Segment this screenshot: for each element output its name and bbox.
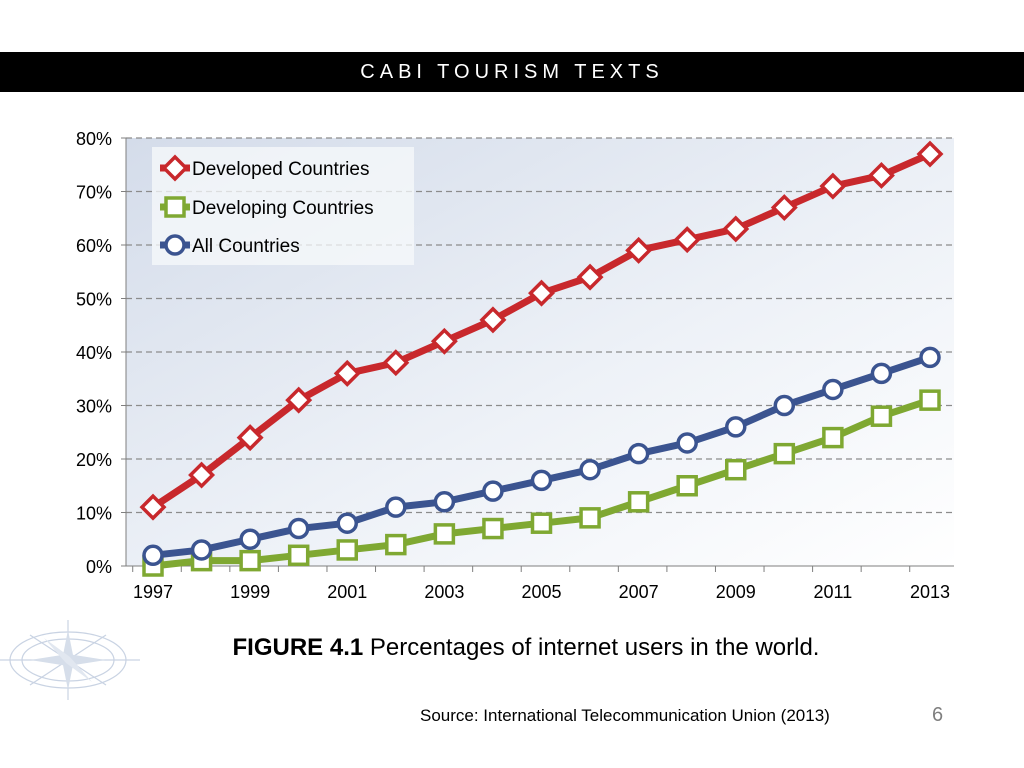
data-point [676, 475, 698, 497]
y-tick-label: 40% [76, 343, 112, 363]
data-point [285, 386, 313, 414]
header-bar: CABI TOURISM TEXTS [0, 52, 1024, 92]
legend-label: Developed Countries [192, 159, 369, 180]
data-point [770, 194, 798, 222]
legend-label: Developing Countries [192, 198, 374, 219]
data-point [236, 424, 264, 452]
data-point [142, 544, 164, 567]
figure-caption: FIGURE 4.1 Percentages of internet users… [0, 634, 1024, 662]
line-chart: 0% 10% 20% 30% 40% 50% 60% 70% 80% 1997 1999 2001 20… [76, 129, 954, 602]
data-point [822, 378, 844, 401]
y-tick-label: 20% [76, 450, 112, 470]
data-point [722, 215, 750, 243]
data-point [239, 549, 261, 572]
data-point [919, 346, 941, 369]
data-point [673, 226, 701, 254]
data-point [188, 461, 216, 489]
x-tick-label: 2001 [327, 582, 367, 602]
data-point [287, 517, 310, 540]
data-point [916, 140, 944, 168]
data-point [336, 539, 358, 561]
data-point [919, 389, 941, 411]
data-point [870, 405, 893, 427]
data-point [336, 512, 358, 534]
data-point [528, 279, 555, 307]
x-tick-label: 1999 [230, 582, 270, 602]
series-developed-countries [139, 140, 944, 521]
source-note: Source: International Telecommunication … [420, 706, 830, 725]
legend: Developed Countries Developing Countries A… [152, 147, 414, 265]
data-point [479, 306, 507, 334]
x-tick-label: 2005 [521, 582, 561, 602]
data-point [579, 507, 601, 529]
data-point [676, 432, 698, 454]
x-tick-label: 2013 [910, 582, 950, 602]
data-point [822, 426, 844, 449]
legend-marker [161, 154, 189, 182]
legend-box [152, 147, 414, 265]
data-point [382, 349, 410, 377]
data-point [819, 172, 847, 200]
data-point [433, 491, 456, 513]
legend-label: All Countries [192, 236, 300, 257]
data-point [530, 469, 553, 492]
y-tick-label: 80% [76, 129, 112, 149]
data-point [433, 523, 456, 545]
data-point [773, 442, 796, 465]
data-point [482, 517, 504, 540]
data-point [870, 362, 893, 385]
y-tick-label: 70% [76, 183, 112, 203]
data-point [627, 442, 650, 465]
data-point [385, 533, 407, 556]
compass-rose-icon [0, 620, 140, 700]
y-tick-label: 30% [76, 397, 112, 417]
figure-caption-text: Percentages of internet users in the wor… [369, 634, 820, 661]
data-point [625, 236, 653, 264]
axes: 0% 10% 20% 30% 40% 50% 60% 70% 80% 1997 1999 2001 20… [76, 129, 954, 602]
data-point [725, 416, 747, 438]
data-point [190, 539, 213, 561]
data-point [725, 458, 747, 481]
data-point [333, 359, 361, 387]
x-tick-label: 2007 [619, 582, 659, 602]
y-tick-label: 60% [76, 236, 112, 256]
data-point [773, 394, 796, 417]
legend-marker [164, 196, 186, 218]
data-point [139, 493, 167, 521]
x-tick-label: 2003 [424, 582, 464, 602]
page-number: 6 [932, 704, 944, 726]
y-tick-label: 10% [76, 504, 112, 524]
legend-marker [164, 234, 186, 256]
data-point [430, 327, 458, 355]
header-title: CABI TOURISM TEXTS [360, 61, 664, 83]
y-tick-label: 0% [86, 557, 112, 577]
x-tick-label: 1997 [133, 582, 173, 602]
data-point [482, 480, 504, 502]
series-layer [139, 140, 944, 577]
data-point [576, 263, 604, 291]
y-tick-label: 50% [76, 290, 112, 310]
data-point [530, 512, 553, 534]
figure-label: FIGURE 4.1 [232, 634, 364, 661]
data-point [239, 528, 261, 550]
data-point [579, 458, 601, 481]
series-all-countries [142, 346, 941, 567]
data-point [385, 496, 407, 518]
x-tick-label: 2011 [814, 582, 853, 602]
data-point [627, 491, 650, 513]
data-point [867, 161, 895, 189]
x-tick-label: 2009 [716, 582, 756, 602]
data-point [287, 544, 310, 567]
